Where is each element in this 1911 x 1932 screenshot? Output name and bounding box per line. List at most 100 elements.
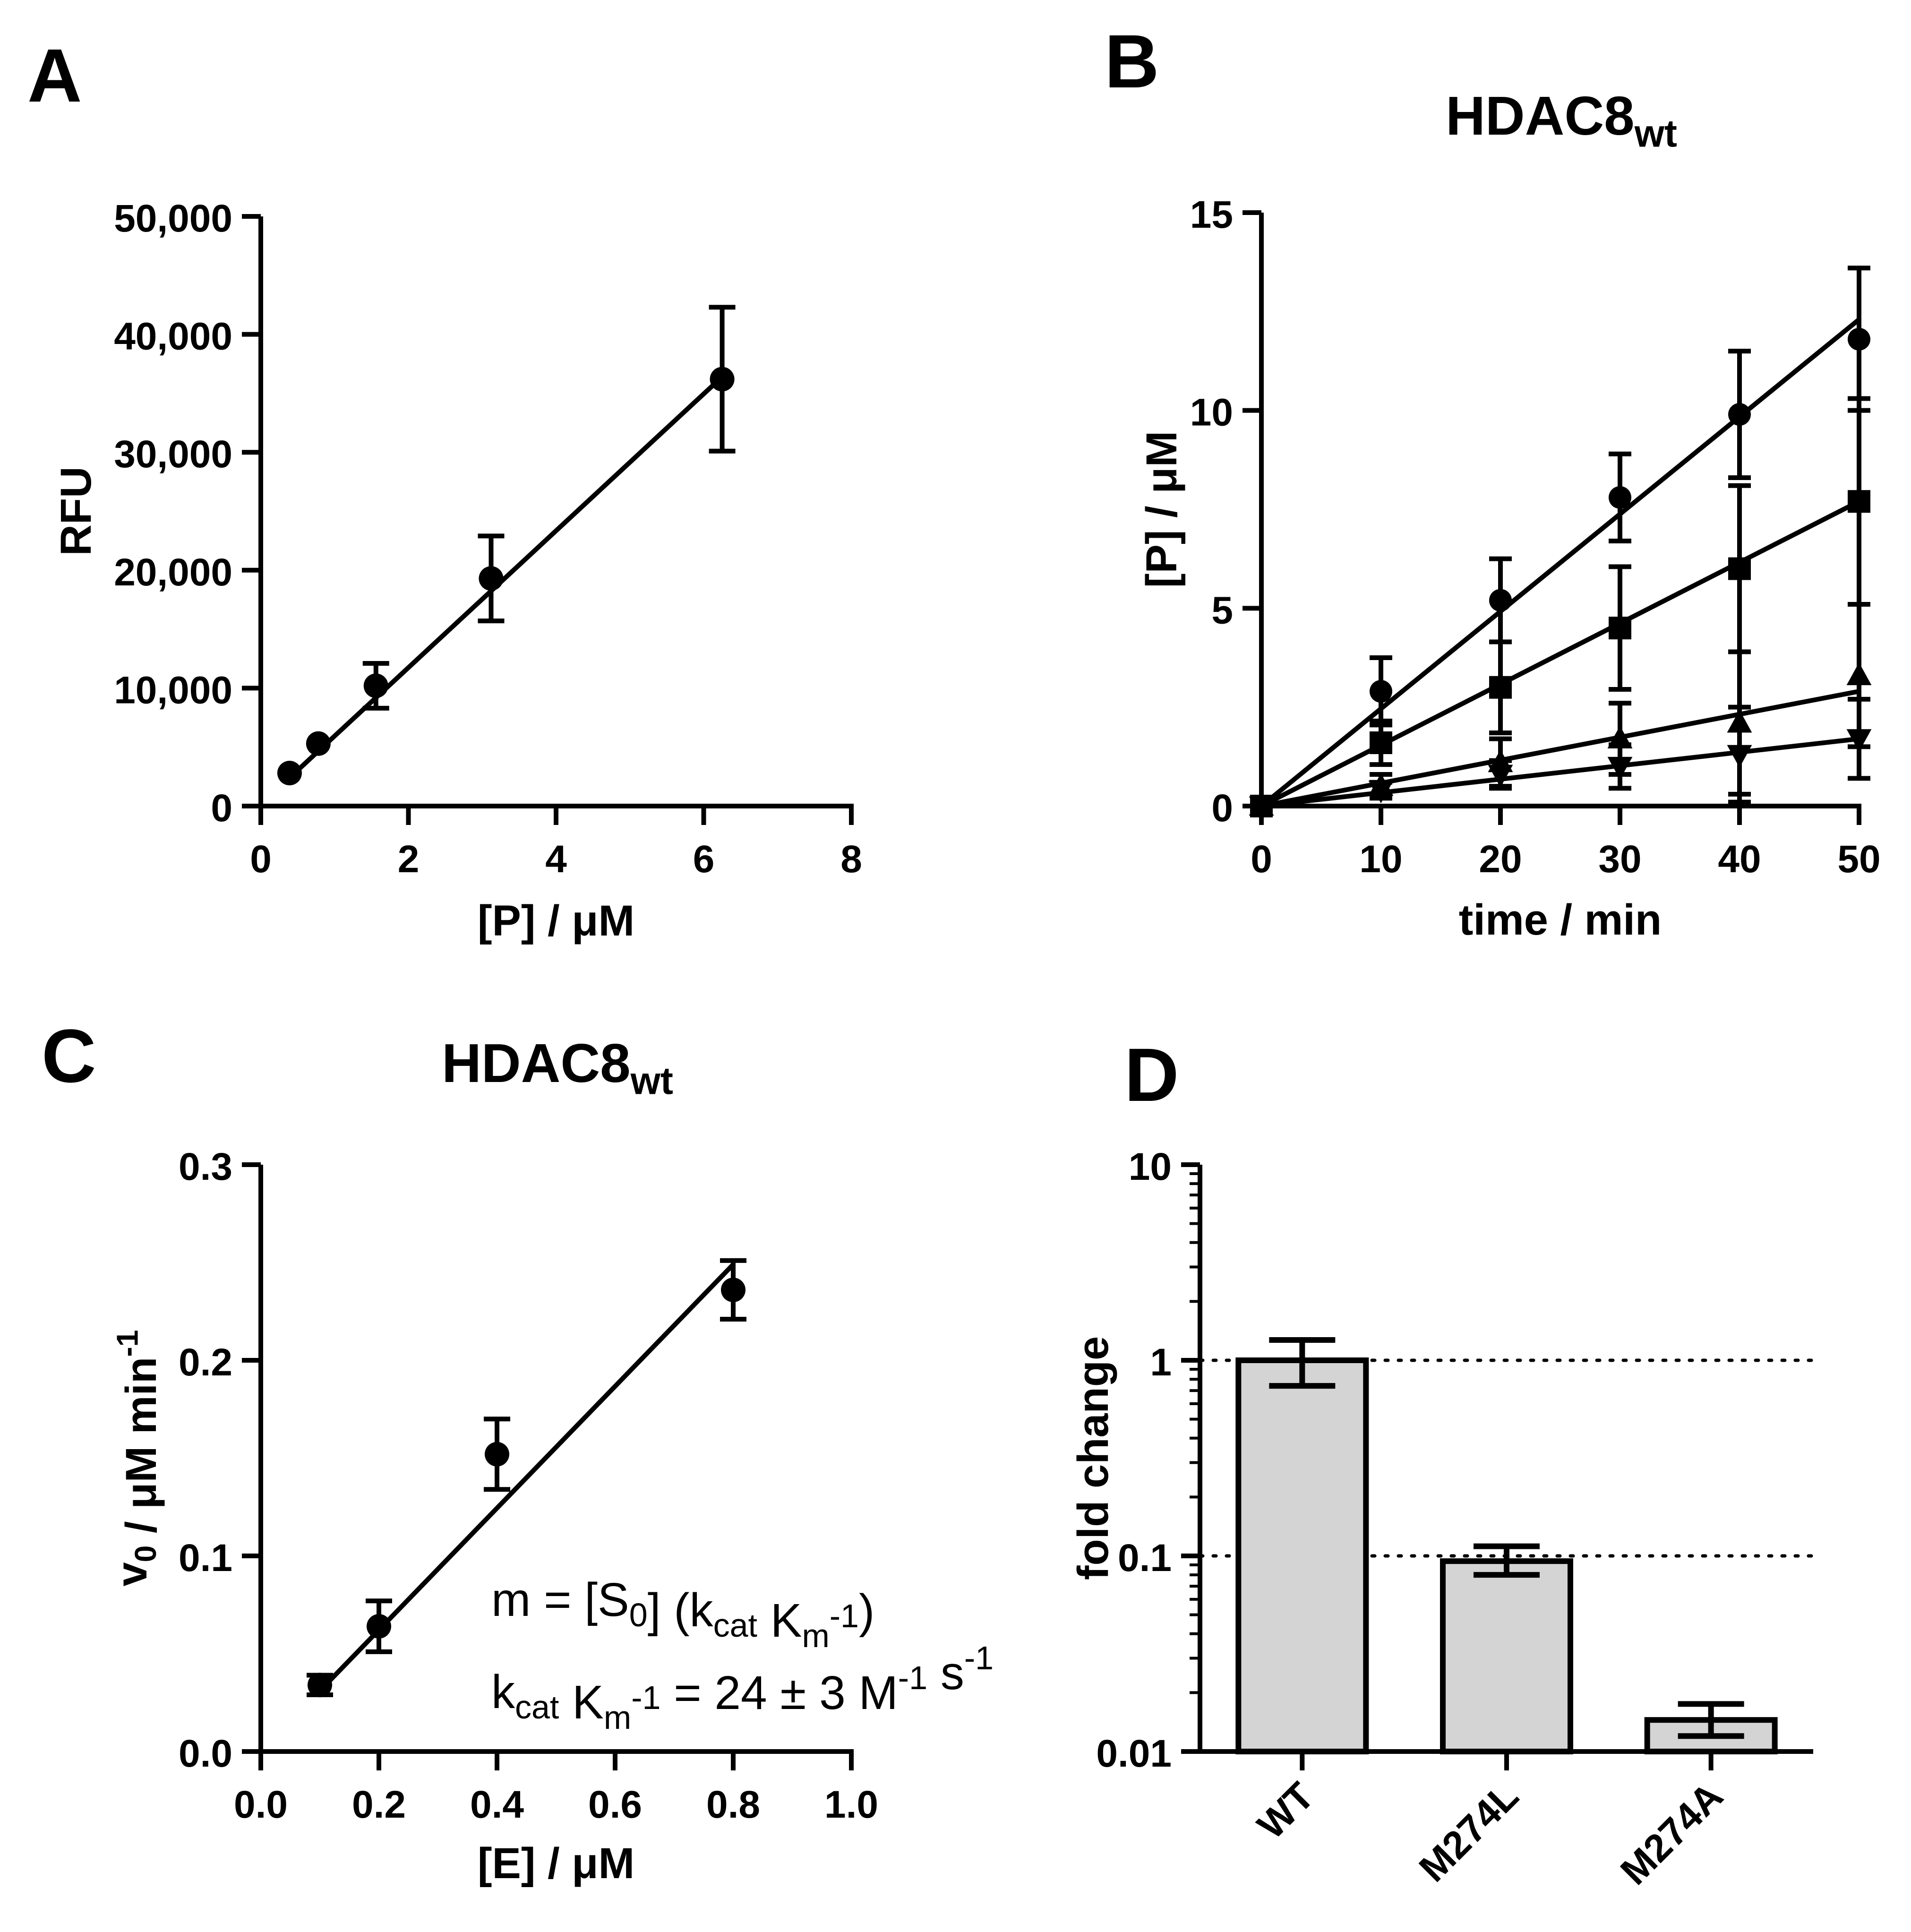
y-tick-label: 10 xyxy=(1190,391,1233,434)
data-point xyxy=(277,761,302,786)
y-tick-label: 10,000 xyxy=(114,669,232,712)
y-tick-label: 0 xyxy=(211,787,232,830)
bar-m274l xyxy=(1440,1558,1573,1754)
equation-annotation-part: -1 xyxy=(830,1597,859,1634)
chart-title: HDAC8wt xyxy=(1446,85,1677,155)
rate-constant-annotation-part: k xyxy=(491,1666,515,1718)
panel-d-chart: 0.01 0.1 1 10 WT M274L M274A fold change xyxy=(1069,1145,1815,1893)
x-tick-label: 1.0 xyxy=(824,1783,878,1826)
x-tick-label: 30 xyxy=(1598,838,1641,881)
y-axis-label-part: -1 xyxy=(111,1330,145,1357)
data-point-square xyxy=(1848,490,1870,513)
x-tick-label-m274a: M274A xyxy=(1612,1774,1731,1893)
y-tick-label: 0.01 xyxy=(1096,1732,1172,1775)
data-point-square xyxy=(1489,676,1512,699)
x-tick-label: 50 xyxy=(1837,838,1880,881)
rate-constant-annotation-part: cat xyxy=(515,1689,559,1726)
y-axis-label: fold change xyxy=(1069,1336,1117,1580)
fit-line-square xyxy=(1260,499,1860,808)
x-tick-label: 0.0 xyxy=(234,1783,288,1826)
x-tick-label: 6 xyxy=(693,838,715,881)
y-tick-label: 10 xyxy=(1129,1145,1172,1188)
rate-constant-annotation-part: K xyxy=(559,1676,603,1729)
fit-line xyxy=(288,375,724,780)
data-point-triangle-down xyxy=(1607,756,1633,780)
data-point-circle xyxy=(1848,327,1870,351)
data-point xyxy=(485,1442,509,1467)
y-tick-label: 20,000 xyxy=(114,551,232,594)
y-axis-label-part: v xyxy=(108,1562,156,1586)
data-point-triangle-down xyxy=(1846,729,1872,752)
x-tick-label: 2 xyxy=(398,838,420,881)
data-point xyxy=(308,1673,332,1698)
data-point-triangle-down xyxy=(1249,796,1274,819)
x-tick-label: 0.6 xyxy=(588,1783,642,1826)
x-tick-label: 0 xyxy=(1251,838,1272,881)
equation-annotation-part: 0 xyxy=(629,1597,648,1633)
rate-constant-annotation-part: -1 xyxy=(898,1659,927,1696)
x-axis-label: time / min xyxy=(1459,896,1662,944)
panel-b-chart: 0 10 20 30 40 50 0 5 10 15 HDAC8wt time / min [P] / … xyxy=(1138,85,1881,944)
data-point-triangle-down xyxy=(1368,781,1394,804)
x-axis-label: [P] / μM xyxy=(478,897,634,945)
equation-annotation-part: K xyxy=(757,1594,802,1647)
rate-constant-annotation-part: = 24 ± 3 M xyxy=(660,1666,898,1719)
y-tick-label: 15 xyxy=(1190,193,1233,236)
equation-annotation-part: ) xyxy=(859,1585,874,1638)
x-tick-label: 10 xyxy=(1359,838,1402,881)
x-tick-label: 0.4 xyxy=(470,1783,524,1826)
equation-annotation-part: ] (k xyxy=(648,1584,714,1637)
y-axis-label: [P] / μM xyxy=(1138,431,1186,588)
y-axis-label-part: 0 xyxy=(129,1546,163,1563)
y-axis-label-part: / μM min xyxy=(117,1357,165,1546)
equation-annotation-part: cat xyxy=(713,1607,757,1644)
y-tick-label: 50,000 xyxy=(114,197,232,240)
panel-letter-b: B xyxy=(1105,19,1159,103)
x-tick-label: 20 xyxy=(1479,838,1522,881)
chart-title: HDAC8wt xyxy=(442,1032,673,1103)
fit-line-circle xyxy=(1260,318,1861,808)
data-point-triangle-up xyxy=(1846,662,1872,686)
y-tick-label: 0.3 xyxy=(179,1145,232,1188)
x-tick-label: 0.8 xyxy=(706,1783,760,1826)
y-tick-label: 0 xyxy=(1211,787,1233,830)
data-point xyxy=(710,367,735,392)
data-point-square xyxy=(1370,731,1392,755)
rate-constant-annotation-part: m xyxy=(604,1699,631,1736)
y-tick-label: 5 xyxy=(1211,589,1233,632)
data-point-circle xyxy=(1609,486,1631,509)
data-point-circle xyxy=(1728,403,1751,426)
data-point-circle xyxy=(1489,589,1512,612)
bar-wt xyxy=(1235,1357,1369,1754)
x-tick-label-m274l: M274L xyxy=(1411,1774,1527,1890)
chart-title-part: HDAC8 xyxy=(1446,85,1635,146)
data-point xyxy=(367,1614,391,1639)
y-tick-label: 0.2 xyxy=(179,1341,232,1384)
y-tick-label: 30,000 xyxy=(114,433,232,476)
x-tick-label-wt: WT xyxy=(1250,1774,1322,1847)
rate-constant-annotation-part: -1 xyxy=(964,1640,994,1676)
data-point-triangle-down xyxy=(1488,764,1513,788)
data-point-square xyxy=(1728,557,1751,580)
data-point xyxy=(363,673,388,698)
equation-annotation: m = [S0] (kcat Km-1) xyxy=(491,1573,874,1654)
rate-constant-annotation: kcat Km-1 = 24 ± 3 M-1 s-1 xyxy=(491,1640,994,1736)
data-point-triangle-down xyxy=(1727,745,1752,768)
x-tick-label: 0 xyxy=(250,838,272,881)
x-tick-label: 40 xyxy=(1718,838,1761,881)
chart-title-part: wt xyxy=(1634,113,1677,155)
data-point-square xyxy=(1609,617,1631,640)
data-point-circle xyxy=(1370,680,1392,703)
fit-line-triangle-down xyxy=(1261,736,1860,808)
panel-c-chart: 0.0 0.2 0.4 0.6 0.8 1.0 0.0 0.1 0.2 0.3 HDAC8wt [E]… xyxy=(108,1032,994,1888)
panel-letter-d: D xyxy=(1124,1032,1179,1117)
chart-title-part: HDAC8 xyxy=(442,1032,631,1094)
equation-annotation-part: m = [S xyxy=(491,1573,629,1626)
y-tick-label: 0.1 xyxy=(179,1537,232,1580)
data-point xyxy=(479,566,504,591)
data-point xyxy=(306,731,331,756)
equation-annotation-part: m xyxy=(802,1617,829,1654)
rate-constant-annotation-part: s xyxy=(927,1647,964,1700)
y-tick-label: 1 xyxy=(1150,1341,1172,1384)
